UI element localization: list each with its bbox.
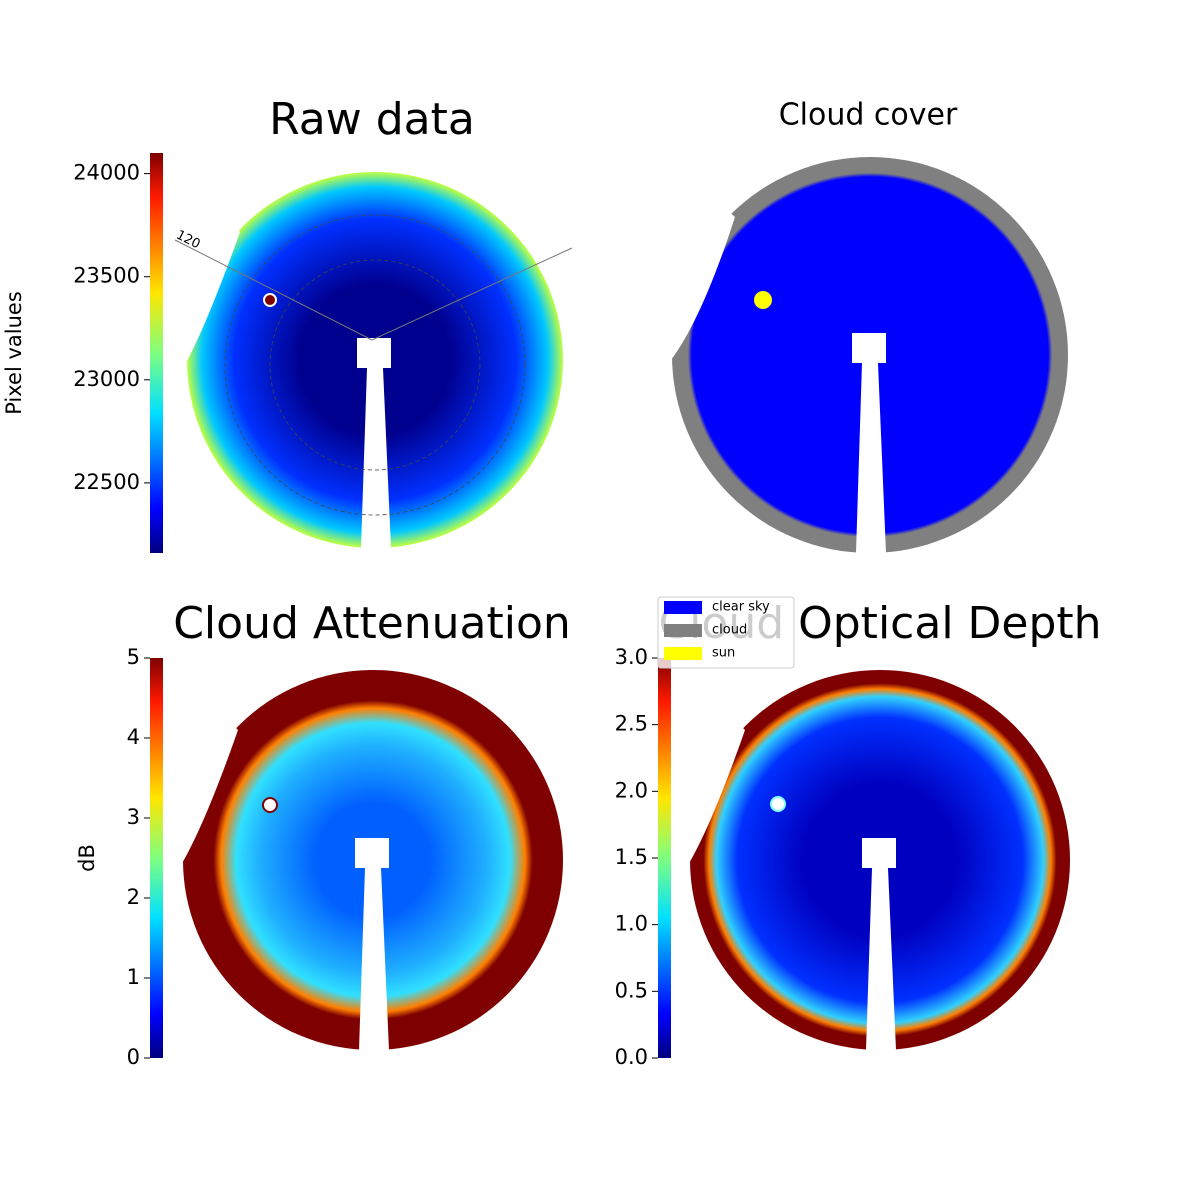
polar-spoke <box>371 247 573 341</box>
polar-spoke <box>174 239 373 341</box>
colorbar-tick-label: 2 <box>127 885 140 909</box>
colorbar-tick-label: 1 <box>127 965 140 989</box>
colorbar-label: dB <box>75 844 99 872</box>
panel-title: Raw data <box>269 94 475 145</box>
legend-swatch <box>664 647 702 660</box>
mast <box>357 338 391 548</box>
colorbar-tick-label: 23000 <box>73 367 140 391</box>
sun-marker <box>263 293 277 307</box>
colorbar-tick-label: 4 <box>127 725 140 749</box>
legend-label: sun <box>712 646 735 661</box>
colorbar-tick-label: 0 <box>127 1045 140 1069</box>
colorbar-tick-label: 0.0 <box>615 1045 648 1069</box>
image-mask <box>667 157 735 365</box>
sun <box>754 291 772 309</box>
colorbar-tick-label: 23500 <box>73 264 140 288</box>
panel-title: Cloud Attenuation <box>173 598 571 649</box>
sun-marker <box>262 797 278 813</box>
colorbar-label: Pixel values <box>2 291 26 415</box>
colorbar-tick-label: 22500 <box>73 470 140 494</box>
legend-swatch <box>664 601 702 614</box>
colorbar-tick-label: 3.0 <box>615 645 648 669</box>
colorbar-tick-label: 1.0 <box>615 912 648 936</box>
panel-title: Cloud cover <box>779 98 958 133</box>
legend-label: cloud <box>712 623 747 638</box>
colorbar-tick-label: 0.5 <box>615 978 648 1002</box>
mast <box>355 838 389 1050</box>
image-mask <box>178 670 238 870</box>
polar-grid <box>224 214 526 516</box>
colorbar-tick-label: 3 <box>127 805 140 829</box>
colorbar-tick-label: 2.5 <box>615 712 648 736</box>
image-mask <box>182 172 240 370</box>
image-mask <box>685 670 745 870</box>
colorbar-tick-label: 1.5 <box>615 845 648 869</box>
legend-swatch <box>664 624 702 637</box>
mast <box>852 333 886 553</box>
colorbar-tick-label: 24000 <box>73 161 140 185</box>
colorbar-tick-label: 5 <box>127 645 140 669</box>
colorbar-tick-label: 2.0 <box>615 778 648 802</box>
polar-grid <box>269 259 481 471</box>
sun-marker <box>770 796 786 812</box>
mast <box>862 838 896 1050</box>
colorbar <box>150 153 163 553</box>
legend-label: clear sky <box>712 600 770 615</box>
colorbar <box>658 658 671 1058</box>
colorbar <box>150 658 163 1058</box>
